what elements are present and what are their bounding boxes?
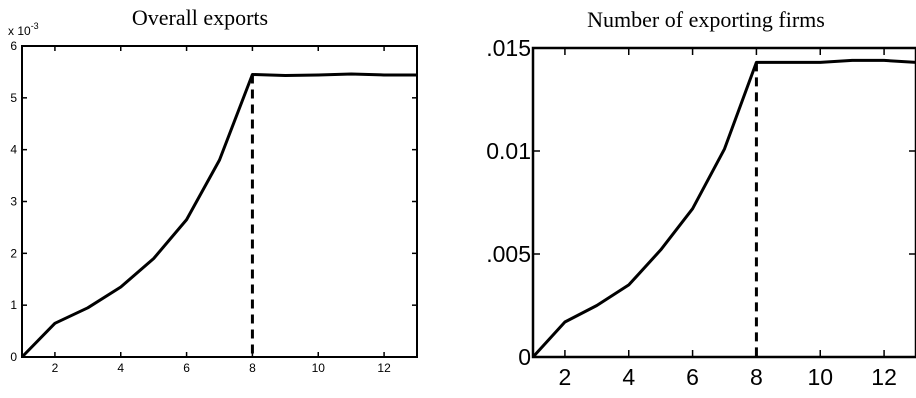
x-tick-label: 12	[377, 361, 391, 375]
y-tick-label: 6	[10, 39, 17, 53]
x-tick-label: 6	[686, 364, 699, 390]
x-tick-label: 4	[622, 364, 635, 390]
y-tick-label: .005	[486, 241, 531, 267]
plot-frame	[531, 46, 916, 359]
x-tick-label: 4	[117, 361, 124, 375]
y-tick-label: 1	[10, 298, 17, 312]
x-tick-label: 6	[183, 361, 190, 375]
y-tick-label: 5	[10, 91, 17, 105]
data-series	[20, 72, 417, 359]
x-tick-label: 10	[312, 361, 326, 375]
response-line	[20, 72, 417, 359]
tick-labels: 2 4 6 8 10 12 0 .005 0.01 .015	[486, 35, 897, 390]
chart-title: Overall exports	[132, 5, 268, 30]
y-tick-label: 0	[518, 344, 531, 370]
response-line	[531, 58, 916, 359]
y-tick-label: 2	[10, 246, 17, 260]
tick-marks	[533, 47, 916, 358]
y-tick-label: 0	[10, 350, 17, 364]
x-tick-label: 2	[52, 361, 59, 375]
x-tick-label: 10	[807, 364, 833, 390]
x-tick-label: 2	[559, 364, 572, 390]
y-tick-label: 4	[10, 143, 17, 157]
x-tick-label: 12	[871, 364, 897, 390]
data-series	[531, 58, 916, 359]
y-multiplier-label: x 10-3	[8, 21, 39, 38]
chart-title: Number of exporting firms	[587, 7, 825, 32]
x-tick-label: 8	[750, 364, 763, 390]
y-tick-label: .015	[486, 35, 531, 61]
x-tick-label: 8	[249, 361, 256, 375]
exporting-firms-chart: Number of exporting firms 2 4 6 8 10 12 0 .005 0…	[486, 7, 916, 390]
plot-frame	[21, 45, 418, 358]
y-tick-label: 0.01	[486, 138, 531, 164]
y-tick-label: 3	[10, 195, 17, 209]
